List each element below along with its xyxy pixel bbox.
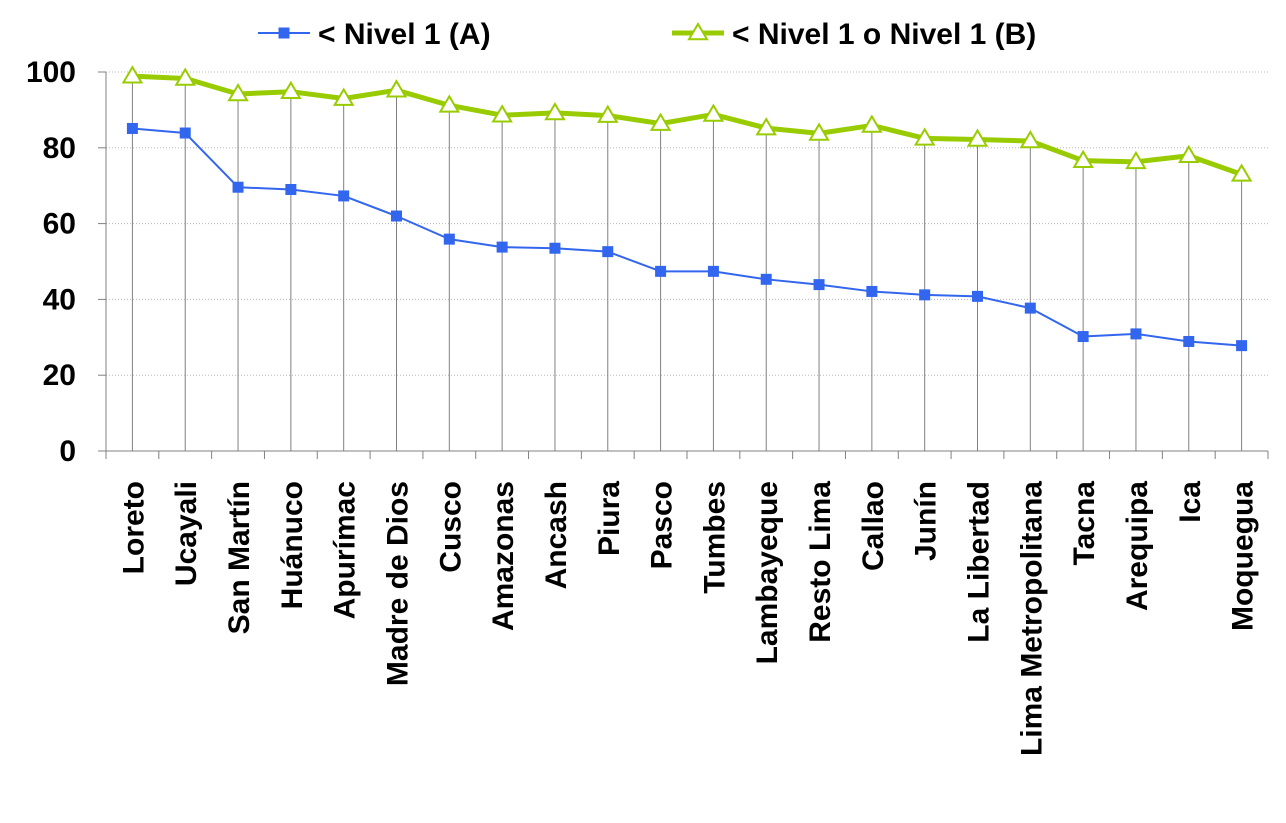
data-point bbox=[919, 289, 931, 301]
data-point bbox=[866, 285, 878, 297]
data-point bbox=[549, 242, 561, 254]
legend-item: < Nivel 1 o Nivel 1 (B) bbox=[672, 18, 1036, 51]
data-point bbox=[861, 114, 883, 133]
x-tick-label: Junín bbox=[910, 481, 943, 561]
data-point bbox=[1024, 302, 1036, 314]
data-point bbox=[496, 241, 508, 253]
x-tick-label: Apurímac bbox=[329, 481, 362, 619]
x-tick-label: Moquegua bbox=[1227, 481, 1260, 631]
data-point bbox=[760, 273, 772, 285]
x-tick-label: Ucayali bbox=[170, 481, 203, 586]
legend-marker bbox=[278, 27, 290, 39]
data-point bbox=[655, 265, 667, 277]
data-point bbox=[438, 94, 461, 113]
data-point bbox=[755, 117, 777, 136]
legend-label: < Nivel 1 (A) bbox=[318, 18, 491, 51]
x-tick-label: Pasco bbox=[646, 481, 679, 569]
data-point bbox=[544, 101, 566, 121]
data-point bbox=[1077, 331, 1089, 343]
x-tick-label: Cusco bbox=[434, 481, 467, 573]
data-point bbox=[1183, 335, 1195, 347]
data-point bbox=[602, 246, 614, 258]
data-point bbox=[913, 127, 936, 146]
x-tick-label: La Libertad bbox=[963, 481, 996, 643]
legend-marker bbox=[687, 22, 709, 41]
data-point bbox=[1178, 144, 1200, 164]
y-tick-label: 80 bbox=[43, 132, 76, 165]
data-point bbox=[174, 67, 196, 86]
drop-lines bbox=[131, 76, 1243, 451]
data-point bbox=[649, 112, 672, 131]
data-point bbox=[1236, 340, 1248, 352]
y-tick-label: 100 bbox=[26, 56, 76, 89]
data-point bbox=[1019, 130, 1042, 149]
data-point bbox=[126, 122, 138, 134]
axes: 0 20 40 60 80 100 Loreto Ucayali San Martín Huánu… bbox=[26, 56, 1269, 756]
data-point bbox=[443, 233, 455, 245]
x-tick-label: Arequipa bbox=[1121, 481, 1154, 611]
data-point bbox=[227, 83, 249, 102]
series-0 bbox=[126, 122, 1248, 352]
data-point bbox=[597, 104, 619, 123]
x-tick-label: Tacna bbox=[1068, 481, 1101, 566]
y-tick-label: 40 bbox=[43, 283, 76, 316]
x-tick-label: Amazonas bbox=[487, 481, 520, 631]
series-1 bbox=[121, 65, 1253, 182]
data-point bbox=[391, 210, 402, 222]
x-tick-label: Callao bbox=[857, 481, 890, 571]
data-point bbox=[332, 87, 355, 106]
series-line bbox=[132, 73, 1243, 177]
x-tick-label: Lambayeque bbox=[751, 481, 784, 664]
x-tick-label: Tumbes bbox=[698, 481, 731, 594]
legend-label: < Nivel 1 o Nivel 1 (B) bbox=[732, 18, 1036, 51]
legend: < Nivel 1 (A) < Nivel 1 o Nivel 1 (B) bbox=[258, 18, 1036, 51]
data-point bbox=[285, 183, 297, 195]
data-point bbox=[232, 181, 244, 193]
data-point bbox=[121, 65, 144, 84]
data-point bbox=[702, 103, 725, 122]
x-tick-label: Loreto bbox=[117, 481, 150, 574]
data-point bbox=[1072, 149, 1094, 168]
y-tick-label: 0 bbox=[59, 435, 76, 468]
data-point bbox=[1130, 328, 1142, 340]
series-line bbox=[132, 127, 1242, 347]
x-tick-label: Madre de Dios bbox=[382, 481, 415, 686]
data-point bbox=[972, 290, 983, 302]
data-point bbox=[491, 104, 513, 123]
data-point bbox=[808, 122, 830, 141]
x-tick-label: San Martín bbox=[223, 481, 256, 634]
data-point bbox=[338, 190, 350, 202]
data-point bbox=[707, 265, 719, 277]
x-tick-label: Ica bbox=[1174, 481, 1207, 523]
data-point bbox=[966, 128, 989, 147]
legend-item: < Nivel 1 (A) bbox=[258, 18, 491, 51]
y-tick-label: 60 bbox=[43, 208, 76, 241]
data-point bbox=[280, 80, 302, 100]
x-tick-label: Ancash bbox=[540, 481, 573, 589]
data-point bbox=[1125, 150, 1147, 170]
x-tick-label: Piura bbox=[593, 481, 626, 556]
data-point bbox=[813, 279, 825, 291]
x-tick-label: Resto Lima bbox=[804, 481, 837, 643]
data-point bbox=[1230, 163, 1253, 182]
y-tick-label: 20 bbox=[43, 359, 76, 392]
x-tick-label: Lima Metropolitana bbox=[1015, 481, 1048, 756]
series-group bbox=[121, 65, 1253, 352]
data-point bbox=[385, 79, 408, 98]
x-tick-label: Huánuco bbox=[276, 481, 309, 609]
data-point bbox=[179, 127, 191, 139]
